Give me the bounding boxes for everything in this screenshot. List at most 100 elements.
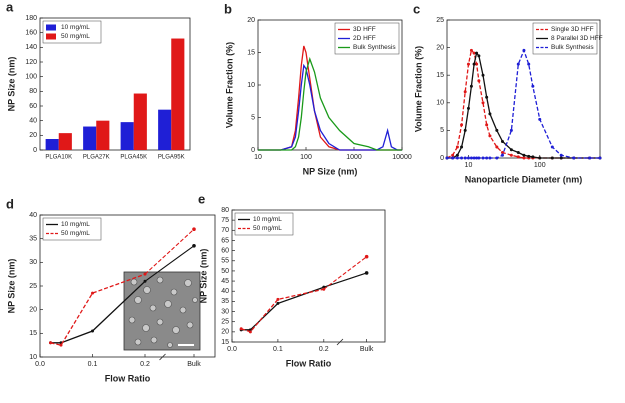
- y-tick-label: 35: [29, 236, 37, 243]
- panel-letter: c: [413, 1, 420, 16]
- panel: d NP Size (nm) Flow Ratio 10 15 20 25 30 35 40 0.0…: [6, 196, 216, 383]
- point: [500, 153, 504, 157]
- y-tick-label: 15: [29, 330, 37, 337]
- bulk-point: [364, 271, 369, 275]
- point: [472, 156, 476, 160]
- x-tick-label: PLGA27K: [83, 155, 110, 161]
- series-line: [447, 48, 600, 159]
- series-line: [50, 280, 146, 344]
- y-tick-label: 5: [251, 114, 255, 121]
- bulk-link: [144, 245, 195, 282]
- y-tick-label: 160: [25, 30, 37, 37]
- panel: e NP Size (nm) Flow Ratio 15 20 25 30 35 40 45 50 5…: [198, 191, 386, 368]
- point: [455, 145, 459, 149]
- point: [91, 291, 94, 295]
- point: [248, 330, 252, 334]
- point: [485, 156, 489, 160]
- panel: c Volume Fraction (%) Nanoparticle Diamete…: [413, 1, 603, 184]
- bar: [96, 120, 110, 150]
- point: [460, 145, 464, 149]
- y-tick-label: 35: [221, 298, 229, 305]
- y-tick-label: 65: [221, 237, 229, 244]
- point: [516, 62, 520, 66]
- x-tick-label: 0.1: [88, 361, 98, 368]
- series-line: [258, 63, 402, 151]
- point: [481, 101, 485, 105]
- point: [572, 156, 576, 160]
- axis-break: [159, 353, 166, 361]
- point: [469, 48, 473, 52]
- plot-frame: [39, 17, 191, 151]
- bar: [171, 38, 185, 150]
- x-axis-label: Flow Ratio: [105, 373, 151, 383]
- x-tick-label: 0.2: [140, 361, 150, 368]
- point: [527, 154, 531, 158]
- panel-letter: e: [198, 191, 205, 206]
- x-tick-label: 0.0: [35, 361, 45, 368]
- y-tick-label: 25: [29, 283, 37, 290]
- point: [475, 51, 479, 55]
- panel-letter: b: [224, 1, 232, 16]
- point: [481, 156, 485, 160]
- y-tick-label: 10: [247, 82, 255, 89]
- x-tick-label: Bulk: [187, 361, 201, 368]
- point: [598, 156, 602, 160]
- y-tick-label: 40: [221, 288, 229, 295]
- point: [559, 153, 563, 157]
- point: [475, 156, 479, 160]
- point: [477, 156, 481, 160]
- legend-label: 10 mg/mL: [61, 24, 90, 31]
- legend-label: 2D HFF: [353, 35, 376, 42]
- point: [495, 156, 499, 160]
- point: [516, 155, 520, 159]
- point: [550, 145, 554, 149]
- y-tick-label: 120: [25, 59, 37, 66]
- point: [550, 156, 554, 160]
- point: [522, 48, 526, 52]
- legend-label: 10 mg/mL: [253, 216, 282, 223]
- point: [466, 62, 470, 66]
- point: [485, 95, 489, 99]
- point: [485, 123, 489, 127]
- point: [488, 156, 492, 160]
- y-tick-label: 40: [29, 212, 37, 219]
- x-tick-label: Bulk: [360, 346, 374, 353]
- point: [91, 329, 94, 333]
- legend-label: 50 mg/mL: [61, 230, 90, 237]
- x-tick-label: 10: [465, 162, 473, 169]
- y-tick-label: 20: [29, 307, 37, 314]
- y-tick-label: 25: [221, 319, 229, 326]
- bulk-point: [192, 243, 196, 248]
- legend-label: Bulk Synthesis: [353, 44, 396, 51]
- point: [588, 156, 592, 160]
- y-tick-label: 20: [221, 329, 229, 336]
- bulk-link: [323, 272, 367, 288]
- y-tick-label: 20: [436, 44, 444, 51]
- legend-label: 10 mg/mL: [61, 221, 90, 228]
- plot-frame: [231, 209, 386, 343]
- y-tick-label: 45: [221, 278, 229, 285]
- point: [488, 134, 492, 138]
- point: [477, 54, 481, 58]
- series-line: [241, 286, 325, 331]
- point: [466, 156, 470, 160]
- point: [445, 156, 449, 160]
- x-tick-label: 10: [254, 154, 262, 161]
- legend-label: Single 3D HFF: [551, 26, 594, 33]
- point: [463, 128, 467, 132]
- point: [276, 297, 280, 301]
- y-tick-label: 20: [29, 132, 37, 139]
- point: [460, 123, 464, 127]
- point: [472, 51, 476, 55]
- point: [475, 62, 479, 66]
- y-tick-label: 30: [221, 308, 229, 315]
- y-tick-label: 50: [221, 268, 229, 275]
- point: [500, 150, 504, 154]
- y-axis-label: NP Size (nm): [198, 249, 208, 304]
- point: [59, 343, 63, 347]
- panel: b Volume Fraction (%) NP Size (nm) 0 5 10 15 20…: [224, 1, 412, 176]
- legend-box: [42, 20, 102, 44]
- point: [469, 156, 473, 160]
- panel-letter: a: [6, 0, 14, 14]
